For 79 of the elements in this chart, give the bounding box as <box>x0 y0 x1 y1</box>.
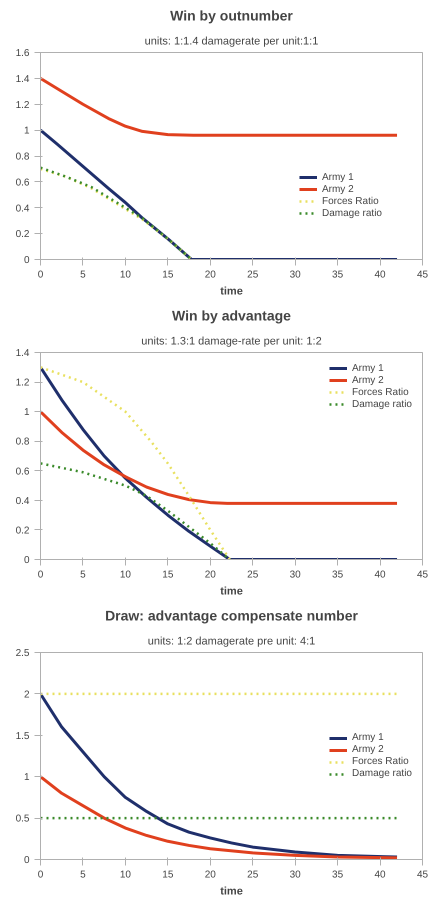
y-tick-label: 1 <box>24 407 30 418</box>
x-tick-label: 0 <box>38 270 44 280</box>
x-tick-label: 25 <box>247 270 259 280</box>
legend-label: Damage ratio <box>322 207 382 219</box>
y-tick-label: 1.6 <box>16 48 30 59</box>
x-tick-label: 40 <box>374 270 386 280</box>
x-tick-label: 25 <box>247 570 259 580</box>
x-tick-label: 35 <box>332 270 344 280</box>
legend-label: Forces Ratio <box>322 195 379 207</box>
x-tick-label: 5 <box>80 570 86 580</box>
legend-label: Army 1 <box>352 362 384 374</box>
y-tick-label: 0.2 <box>16 229 30 240</box>
y-tick-label: 1.4 <box>16 74 30 85</box>
x-tick-label: 30 <box>290 570 302 580</box>
chart-subtitle: units: 1:1.4 damagerate per unit:1:1 <box>144 36 318 48</box>
x-tick-label: 5 <box>80 870 86 880</box>
y-tick-label: 0.6 <box>16 466 30 478</box>
y-tick-label: 0 <box>24 555 30 566</box>
line-series <box>40 366 232 560</box>
x-tick-label: 20 <box>204 870 216 880</box>
line-series <box>40 462 232 560</box>
line-series <box>40 128 399 260</box>
x-tick-label: 45 <box>416 270 428 280</box>
x-tick-label: 15 <box>162 570 174 580</box>
y-tick-label: 1.5 <box>16 730 30 742</box>
x-axis-title: time <box>220 286 243 298</box>
x-axis-title: time <box>220 886 243 898</box>
y-tick-label: 0.8 <box>16 152 30 162</box>
y-tick-label: 1.2 <box>16 378 30 389</box>
x-tick-label: 10 <box>120 270 132 280</box>
x-tick-label: 0 <box>38 870 44 880</box>
legend-label: Army 2 <box>352 374 384 386</box>
x-tick-label: 15 <box>162 270 174 280</box>
x-tick-label: 10 <box>120 870 132 880</box>
x-tick-label: 0 <box>38 570 44 580</box>
x-tick-label: 20 <box>204 270 216 280</box>
x-axis-title: time <box>220 586 243 598</box>
x-tick-label: 40 <box>374 870 386 880</box>
legend-label: Forces Ratio <box>352 756 409 768</box>
legend-label: Army 2 <box>352 744 384 756</box>
y-tick-label: 0.8 <box>16 436 30 448</box>
x-tick-label: 45 <box>416 870 428 880</box>
x-tick-label: 35 <box>332 570 344 580</box>
y-tick-label: 0.6 <box>16 177 30 188</box>
y-tick-label: 0.2 <box>16 525 30 536</box>
y-tick-label: 2.5 <box>16 648 30 659</box>
y-tick-label: 1.4 <box>16 348 30 359</box>
x-tick-label: 25 <box>247 870 259 880</box>
x-tick-label: 35 <box>332 870 344 880</box>
x-tick-label: 5 <box>80 270 86 280</box>
x-tick-label: 20 <box>204 570 216 580</box>
legend-label: Army 1 <box>322 171 354 183</box>
chart-title: Win by advantage <box>172 308 292 324</box>
line-series <box>40 76 399 137</box>
legend-label: Army 1 <box>352 732 384 744</box>
x-tick-label: 40 <box>374 570 386 580</box>
x-tick-label: 10 <box>120 570 132 580</box>
y-tick-label: 0.4 <box>16 203 30 214</box>
legend-label: Damage ratio <box>352 398 412 410</box>
y-tick-label: 0.4 <box>16 496 30 507</box>
x-tick-label: 30 <box>290 870 302 880</box>
x-tick-label: 30 <box>290 270 302 280</box>
x-tick-label: 45 <box>416 570 428 580</box>
chart-subtitle: units: 1:2 damagerate pre unit: 4:1 <box>148 636 316 648</box>
y-tick-label: 0.5 <box>16 814 30 825</box>
y-tick-label: 2 <box>24 689 30 700</box>
chart-title: Draw: advantage compensate number <box>105 608 358 624</box>
chart-subtitle: units: 1.3:1 damage-rate per unit: 1:2 <box>141 336 322 348</box>
line-series <box>40 410 399 505</box>
legend-label: Forces Ratio <box>352 386 409 398</box>
y-tick-label: 0 <box>24 255 30 266</box>
legend-label: Army 2 <box>322 183 354 195</box>
y-tick-label: 1.2 <box>16 100 30 111</box>
x-tick-label: 15 <box>162 870 174 880</box>
legend-label: Damage ratio <box>352 768 412 780</box>
y-tick-label: 1 <box>24 126 30 137</box>
y-tick-label: 0 <box>24 855 30 866</box>
chart-title: Win by outnumber <box>170 8 294 24</box>
y-tick-label: 1 <box>24 772 30 784</box>
